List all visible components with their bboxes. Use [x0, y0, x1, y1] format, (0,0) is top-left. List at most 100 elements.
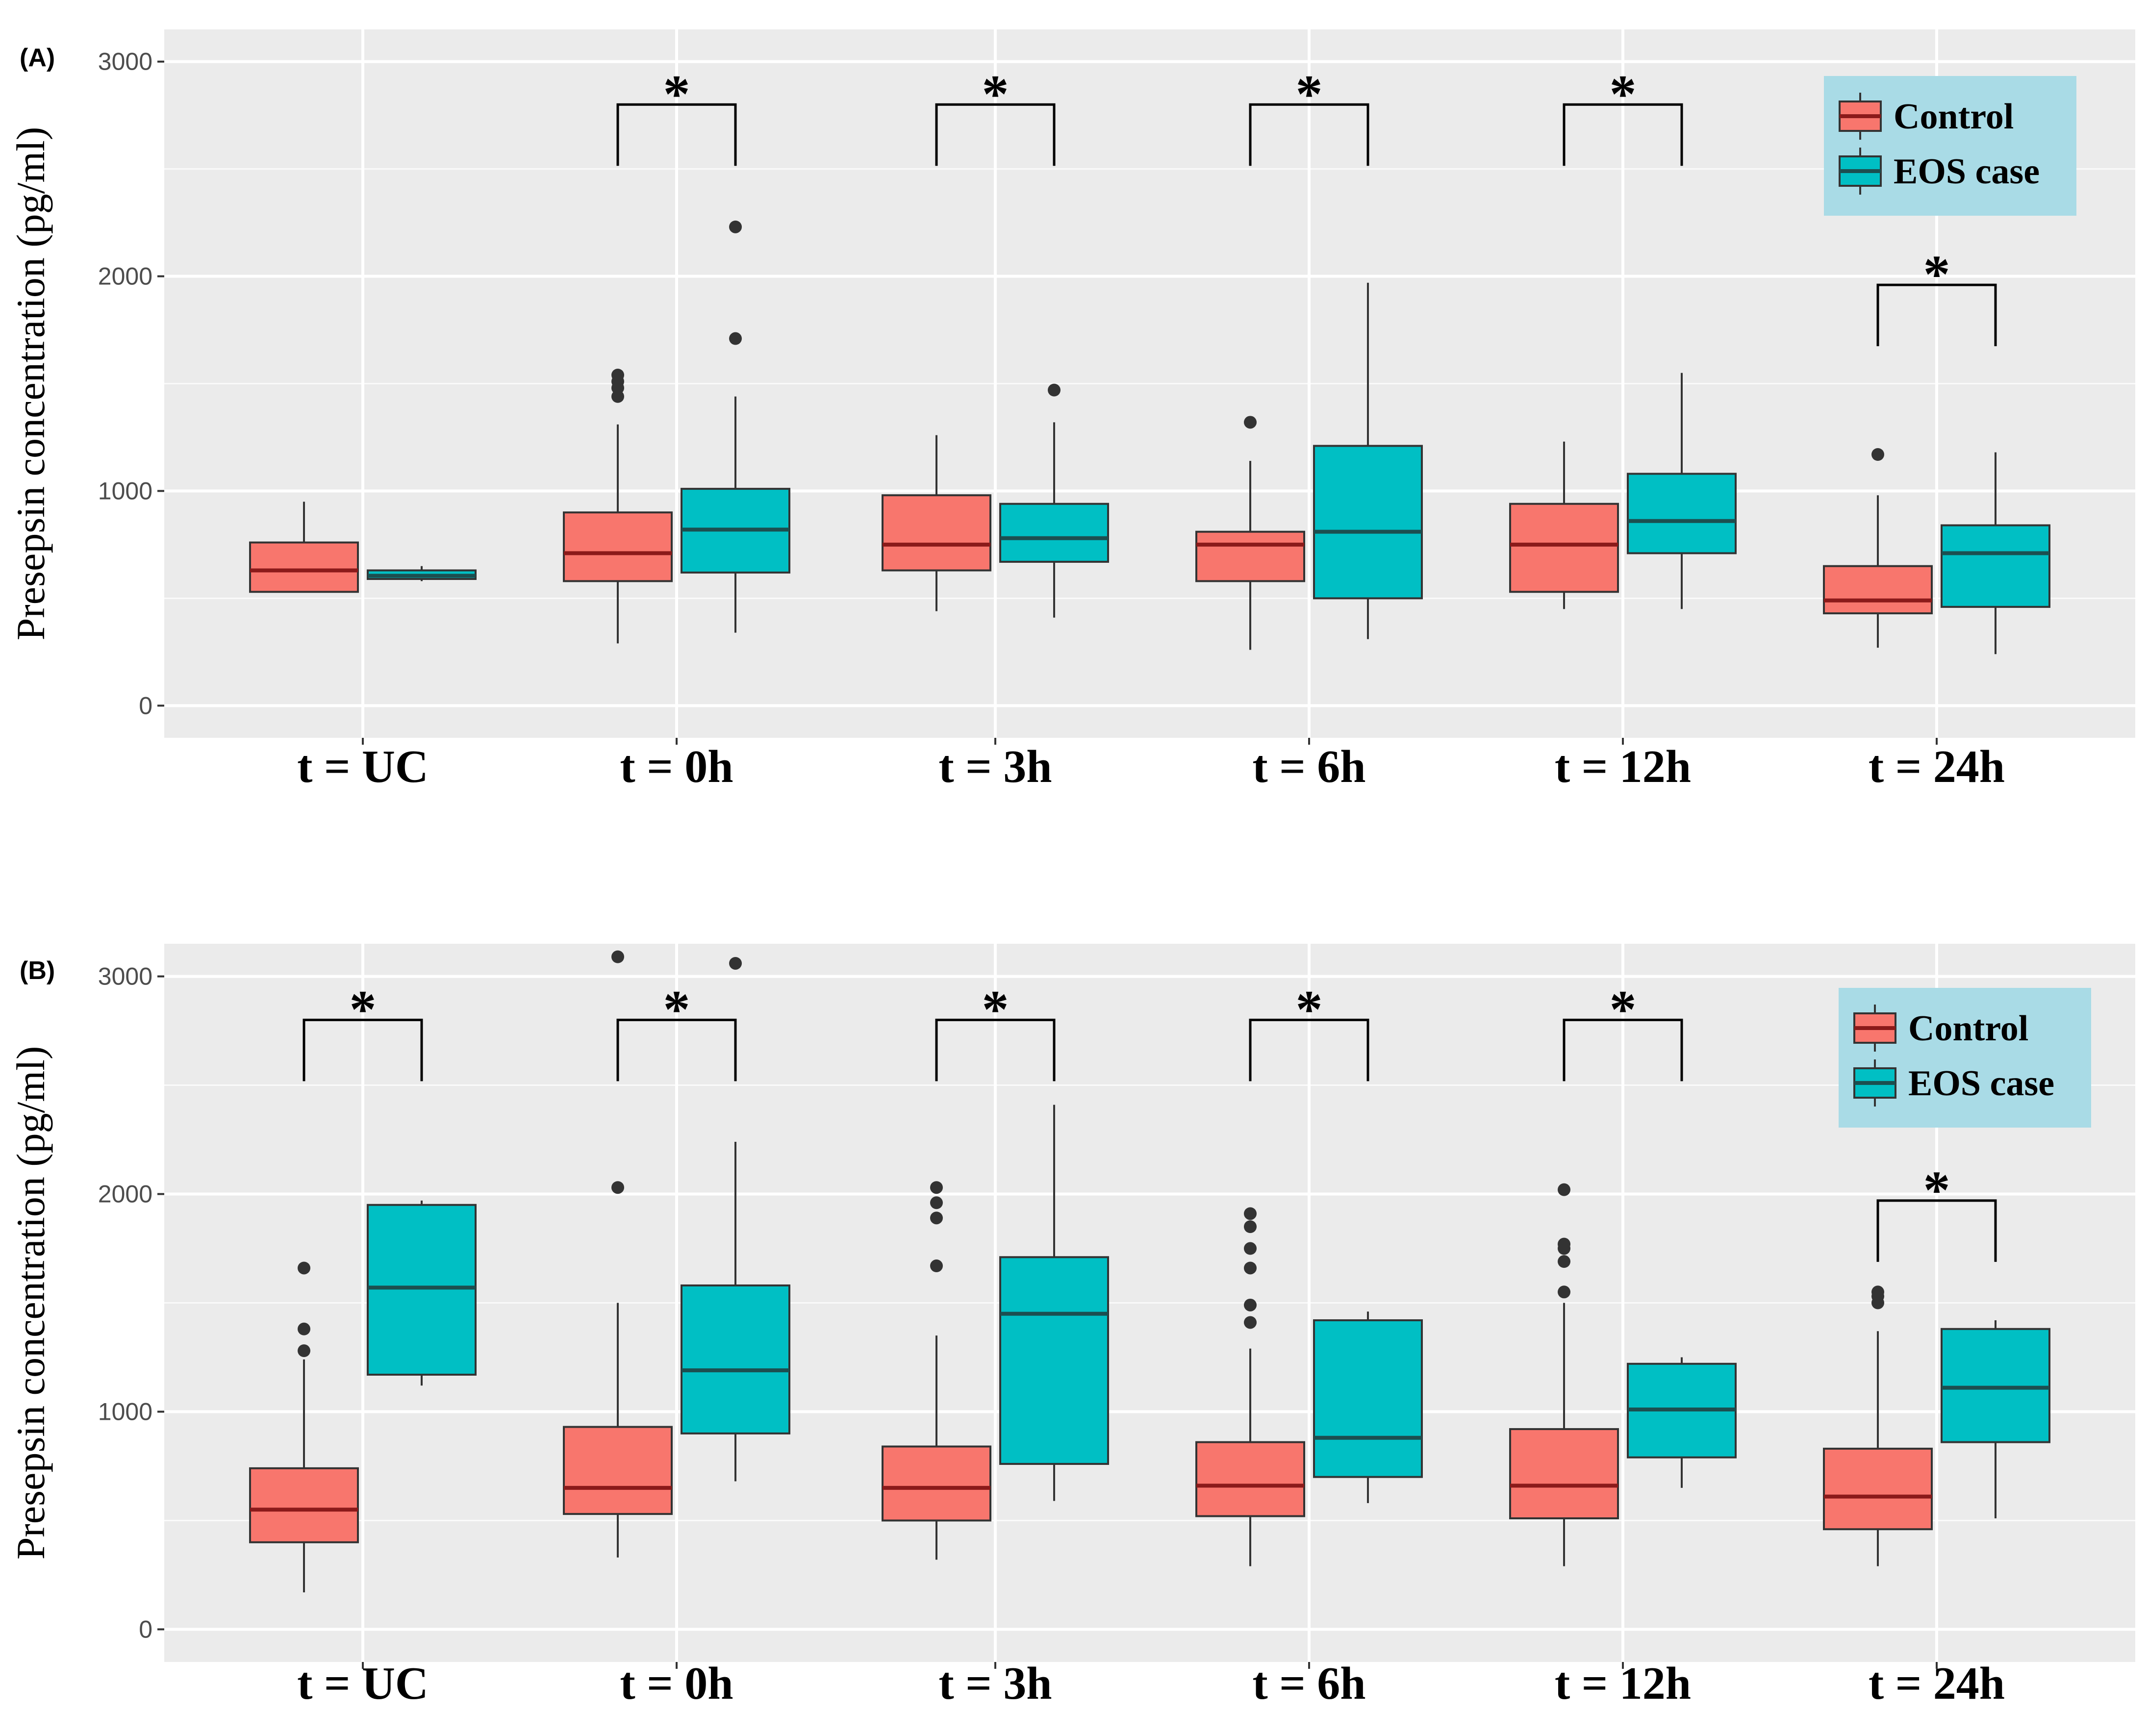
- significance-star: *: [350, 979, 377, 1039]
- eos-case-box: [681, 220, 790, 633]
- control-box: [882, 435, 991, 611]
- box-iqr: [563, 1426, 673, 1515]
- box-iqr: [999, 503, 1109, 563]
- x-tick-label: t = 24h: [1869, 741, 2005, 792]
- outlier-point: [1244, 416, 1257, 429]
- control-box: [563, 368, 673, 644]
- outlier-point: [1558, 1285, 1570, 1299]
- box-iqr: [681, 1284, 790, 1434]
- x-tick-label: t = 0h: [620, 1658, 733, 1709]
- control-box: [1195, 1207, 1305, 1566]
- significance-bracket: [935, 103, 1056, 166]
- control-box: [563, 950, 673, 1558]
- control-box: [1823, 448, 1933, 648]
- outlier-point: [1871, 1285, 1884, 1299]
- outlier-point: [1871, 448, 1884, 461]
- x-tick-label: t = UC: [297, 741, 429, 792]
- outlier-point: [1244, 1220, 1257, 1233]
- significance-star: *: [1296, 64, 1323, 124]
- significance-bracket: [303, 1018, 423, 1082]
- y-tick-label: 0: [139, 692, 152, 719]
- x-tick-label: t = 6h: [1252, 1658, 1365, 1709]
- box-iqr: [882, 494, 991, 572]
- y-tick-label: 3000: [98, 48, 152, 75]
- legend: Control EOS case: [1824, 76, 2076, 216]
- panel-a: 0 1000 2000 3000 Presepsin concentration (pg…: [8, 29, 2135, 792]
- box-iqr: [1941, 524, 2050, 608]
- control-box: [249, 502, 359, 593]
- legend-background: [1839, 988, 2091, 1128]
- eos-case-box: [1313, 1311, 1423, 1503]
- eos-case-box: [999, 383, 1109, 618]
- significance-bracket: [616, 1018, 737, 1082]
- outlier-point: [1244, 1242, 1257, 1255]
- box-iqr: [1823, 565, 1933, 615]
- significance-star: *: [982, 64, 1009, 124]
- significance-bracket: [1876, 283, 1997, 347]
- significance-star: *: [663, 979, 690, 1039]
- x-tick-label: t = 3h: [938, 1658, 1052, 1709]
- control-box: [249, 1261, 359, 1592]
- box-iqr: [1941, 1328, 2050, 1443]
- box-iqr: [1195, 1441, 1305, 1517]
- outlier-point: [1244, 1207, 1257, 1220]
- outlier-point: [611, 368, 624, 381]
- significance-star: *: [663, 64, 690, 124]
- eos-case-box: [1941, 452, 2050, 654]
- panel-label: (A): [20, 44, 55, 72]
- box-iqr: [1313, 445, 1423, 600]
- outlier-point: [1558, 1237, 1570, 1251]
- box-iqr: [1195, 530, 1305, 582]
- significance-star: *: [1923, 244, 1950, 304]
- x-tick-label: t = 12h: [1555, 741, 1691, 792]
- box-iqr: [999, 1256, 1109, 1465]
- outlier-point: [1244, 1316, 1257, 1329]
- legend-background: [1824, 76, 2076, 216]
- legend-label: EOS case: [1894, 151, 2040, 192]
- outlier-point: [930, 1196, 943, 1209]
- eos-case-box: [1627, 373, 1737, 609]
- legend-label: Control: [1908, 1008, 2028, 1049]
- box-iqr: [1627, 473, 1737, 554]
- y-axis-label: Presepsin concentration (pg/ml): [8, 1046, 53, 1560]
- significance-bracket: [1249, 103, 1369, 166]
- eos-case-box: [999, 1105, 1109, 1501]
- y-tick-label: 0: [139, 1615, 152, 1643]
- outlier-point: [1048, 383, 1061, 397]
- significance-star: *: [1923, 1160, 1950, 1220]
- legend: Control EOS case: [1839, 988, 2091, 1128]
- eos-case-box: [367, 566, 477, 581]
- outlier-point: [1244, 1298, 1257, 1311]
- significance-star: *: [1610, 64, 1637, 124]
- box-iqr: [1823, 1447, 1933, 1531]
- outlier-point: [1558, 1255, 1570, 1268]
- box-iqr: [249, 541, 359, 593]
- significance-bracket: [1563, 1018, 1683, 1082]
- control-box: [1509, 441, 1619, 609]
- outlier-point: [930, 1211, 943, 1225]
- x-tick-label: t = 0h: [620, 741, 733, 792]
- outlier-point: [729, 956, 742, 970]
- outlier-point: [1558, 1183, 1570, 1196]
- x-tick-label: t = 3h: [938, 741, 1052, 792]
- outlier-point: [611, 950, 624, 963]
- eos-case-box: [681, 956, 790, 1482]
- significance-bracket: [1563, 103, 1683, 166]
- box-iqr: [249, 1467, 359, 1543]
- eos-case-box: [1313, 282, 1423, 639]
- significance-star: *: [982, 979, 1009, 1039]
- legend-label: EOS case: [1908, 1063, 2054, 1104]
- eos-case-box: [1627, 1357, 1737, 1488]
- outlier-point: [298, 1261, 310, 1275]
- x-tick-label: t = 6h: [1252, 741, 1365, 792]
- y-tick-label: 2000: [98, 1181, 152, 1208]
- control-box: [1195, 416, 1305, 650]
- control-box: [1509, 1183, 1619, 1566]
- outlier-point: [611, 1181, 624, 1194]
- significance-star: *: [1296, 979, 1323, 1039]
- box-iqr: [1509, 1428, 1619, 1520]
- outlier-point: [729, 332, 742, 345]
- x-tick-label: t = 24h: [1869, 1658, 2005, 1709]
- outlier-point: [930, 1259, 943, 1273]
- box-iqr: [1313, 1319, 1423, 1478]
